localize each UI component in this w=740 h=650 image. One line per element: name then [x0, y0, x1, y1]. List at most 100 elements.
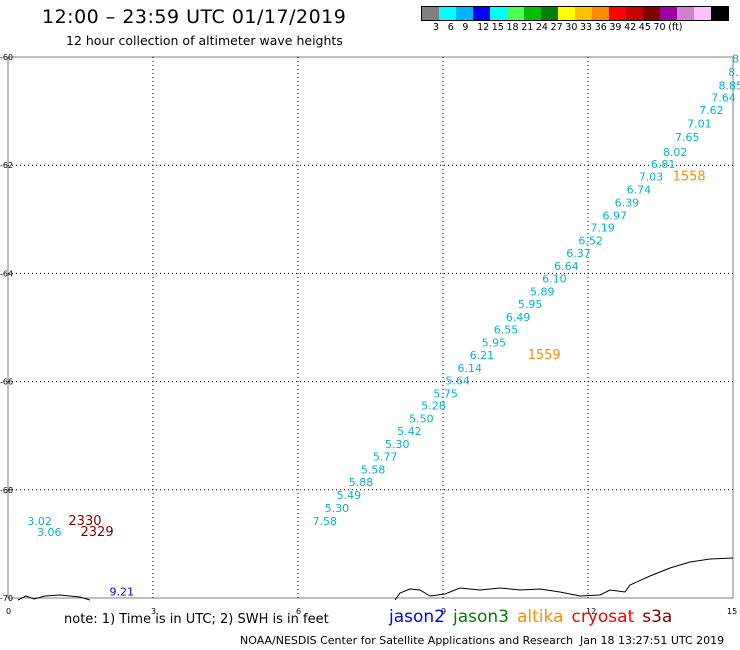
scale-swatch [439, 7, 456, 20]
scale-swatch [626, 7, 643, 20]
scale-label: 39 [609, 22, 622, 33]
scale-label: 33 [580, 22, 593, 33]
map-title: 12:00 – 23:59 UTC 01/17/2019 [42, 6, 347, 28]
wave-height-value: 5.95 [518, 298, 543, 311]
wave-height-value: 5.58 [361, 464, 386, 477]
scale-label: 9 [462, 22, 469, 33]
wave-height-value: 7.01 [687, 117, 712, 130]
units-note: note: 1) Time is in UTC; 2) SWH is in fe… [64, 612, 329, 627]
wave-height-value: 5.42 [397, 425, 422, 438]
scale-swatch [711, 7, 728, 20]
scale-label: 12 [477, 22, 490, 33]
plot-frame [7, 56, 734, 599]
coastline [17, 557, 734, 601]
wave-height-value: 7.65 [675, 131, 700, 144]
color-scale-bar [421, 6, 729, 21]
scale-label: 21 [521, 22, 534, 33]
coastline-segment [394, 557, 734, 601]
y-tick-label: -70 [0, 594, 13, 603]
scale-label: 45 [638, 22, 651, 33]
wave-height-value: 8 [732, 52, 739, 65]
scale-label: 30 [565, 22, 578, 33]
wave-height-value: 7.62 [699, 104, 724, 117]
wave-height-labels: 88.8.857.647.627.017.658.026.817.036.746… [27, 52, 740, 598]
wave-height-value: 7.58 [313, 515, 338, 528]
scale-swatch [677, 7, 694, 20]
wave-height-value: 6.21 [470, 349, 495, 362]
wave-height-value: 5.30 [385, 438, 410, 451]
wave-height-value: 5.64 [445, 374, 470, 387]
scale-label: 18 [506, 22, 519, 33]
scale-swatch [422, 7, 439, 20]
scale-swatch [558, 7, 575, 20]
y-tick-label: -64 [0, 269, 13, 278]
scale-swatch [575, 7, 592, 20]
y-tick-label: -68 [0, 486, 13, 495]
scale-swatch [592, 7, 609, 20]
x-tick-label: 3 [151, 607, 156, 616]
wave-height-value: 6.52 [578, 235, 603, 248]
scale-swatch [643, 7, 660, 20]
wave-height-value: 7.03 [639, 170, 664, 183]
scale-label: 15 [491, 22, 504, 33]
wave-height-value: 7.19 [590, 222, 615, 235]
wave-height-value: 8.85 [719, 79, 740, 92]
wave-height-value: 5.30 [325, 502, 350, 515]
mission-jason2: jason2 [389, 607, 445, 627]
wave-height-value: 6.49 [506, 311, 531, 324]
wave-height-value: 7.64 [711, 91, 736, 104]
mission-altika: altika [517, 607, 564, 627]
scale-swatch [490, 7, 507, 20]
wave-height-value: 6.97 [603, 209, 628, 222]
x-tick-label: 15 [727, 607, 737, 616]
scale-label: 6 [447, 22, 454, 33]
scale-swatch [507, 7, 524, 20]
time-label: 1558 [673, 169, 706, 184]
wave-height-value: 9.21 [110, 585, 135, 598]
scale-swatch [524, 7, 541, 20]
x-tick-label: 9 [441, 607, 446, 616]
scale-swatch [456, 7, 473, 20]
scale-swatch [473, 7, 490, 20]
wave-height-value: 5.49 [337, 489, 362, 502]
scale-unit: (ft) [668, 22, 683, 33]
wave-height-value: 6.14 [458, 362, 483, 375]
scale-swatch [609, 7, 626, 20]
x-tick-label: 12 [586, 607, 596, 616]
mission-s3a: s3a [642, 607, 673, 627]
wave-height-value: 6.37 [566, 247, 591, 260]
wave-height-value: 6.39 [615, 196, 640, 209]
wave-height-value: 5.88 [349, 476, 374, 489]
wave-height-value: 5.77 [373, 451, 398, 464]
time-label: 1559 [528, 348, 561, 363]
wave-height-value: 5.95 [482, 336, 507, 349]
wave-height-value: 3.06 [37, 526, 62, 539]
generated-timestamp: Jan 18 13:27:51 UTC 2019 [580, 634, 725, 647]
grid-lines [7, 56, 734, 599]
wave-height-value: 6.81 [651, 158, 676, 171]
scale-label: 36 [594, 22, 607, 33]
color-scale-labels: 3 6 9 12 15 18 21 24 27 30 33 36 39 42 45 70 (ft) [421, 21, 729, 35]
wave-height-value: 5.50 [409, 413, 434, 426]
mission-cryosat: cryosat [571, 607, 635, 627]
wave-height-value: 6.10 [542, 273, 567, 286]
mission-jason3: jason3 [453, 607, 509, 627]
wave-height-value: 6.64 [554, 260, 579, 273]
scale-label: 3 [433, 22, 440, 33]
coastline-segment [17, 594, 91, 601]
wave-height-value: 5.89 [530, 286, 555, 299]
color-scale: 3 6 9 12 15 18 21 24 27 30 33 36 39 42 45 70 (ft) [421, 6, 729, 34]
scale-label: 42 [624, 22, 637, 33]
scale-swatch [541, 7, 558, 20]
scale-label: 24 [535, 22, 548, 33]
y-tick-label: -62 [0, 161, 13, 170]
map-subtitle: 12 hour collection of altimeter wave hei… [66, 33, 343, 48]
wave-height-value: 6.74 [627, 183, 652, 196]
time-label: 2329 [81, 525, 114, 540]
scale-label: 27 [550, 22, 563, 33]
scale-label: 70 [653, 22, 666, 33]
wave-height-value: 5.28 [421, 400, 446, 413]
x-tick-label: 6 [296, 607, 301, 616]
